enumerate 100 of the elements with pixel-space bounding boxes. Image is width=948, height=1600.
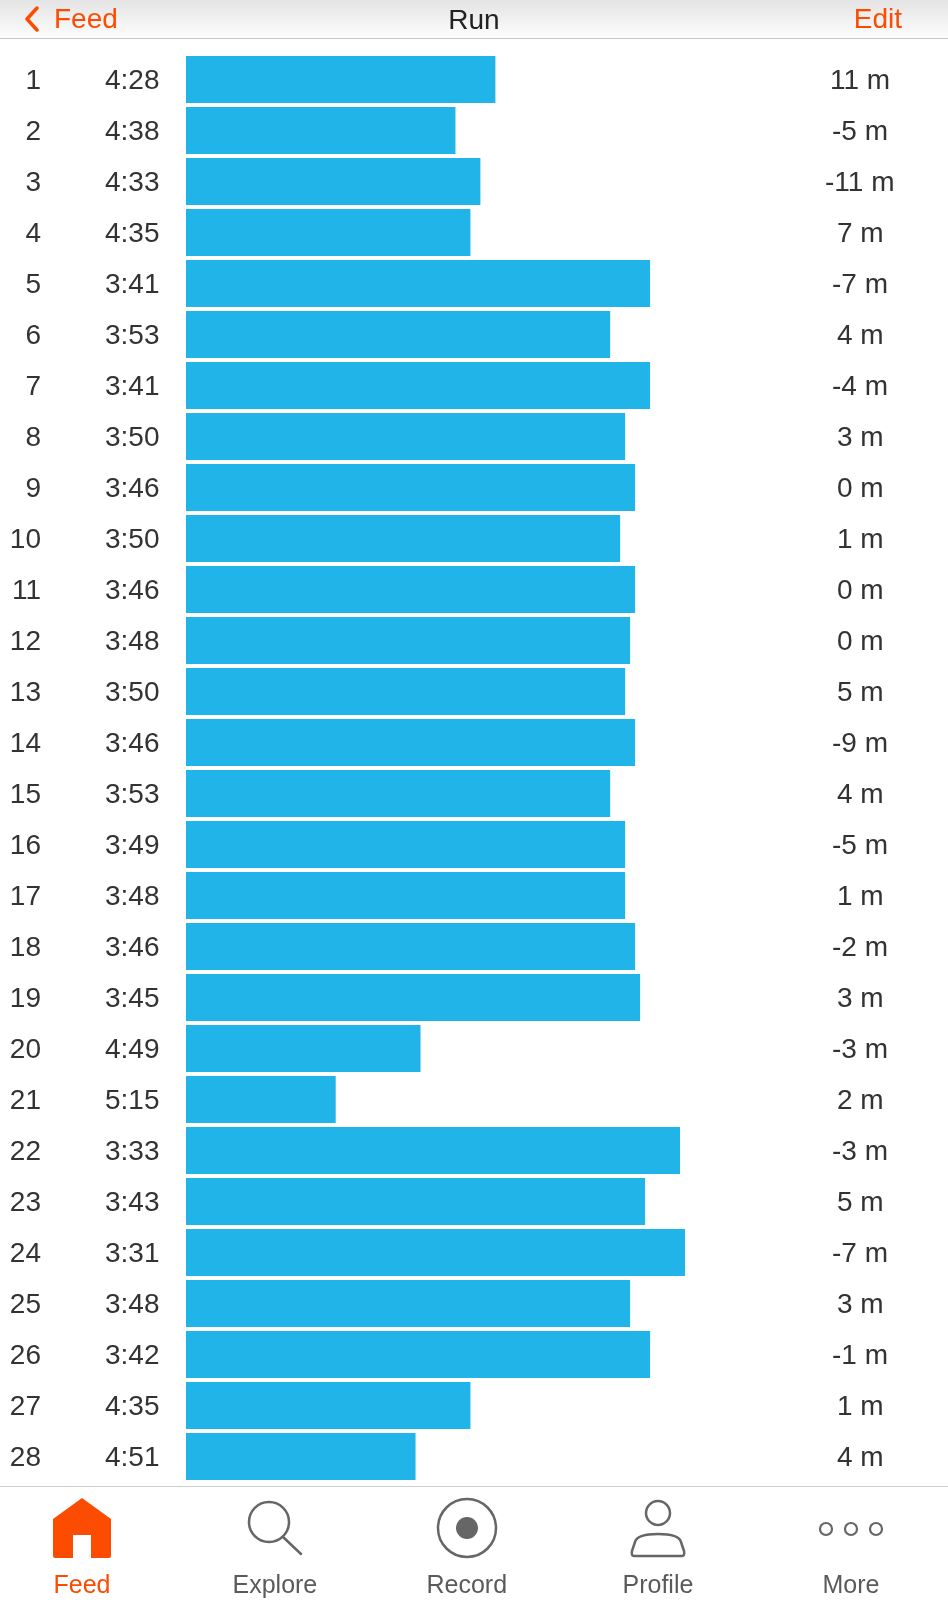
y-tick-label: 23: [9, 1186, 41, 1218]
y2-tick-label: 2 m: [837, 1084, 884, 1115]
bar: [186, 1178, 646, 1225]
y2-tick-label: -4 m: [832, 370, 888, 401]
text: 3:50: [105, 523, 160, 554]
text: 3:53: [105, 319, 160, 350]
bar: [186, 56, 496, 103]
bar: [186, 1025, 421, 1072]
bar: [186, 1229, 685, 1276]
text: 4:38: [105, 115, 160, 146]
y2-tick-label: -5 m: [832, 829, 888, 860]
bar: [186, 719, 636, 766]
bar: [186, 1331, 651, 1378]
bar: [186, 1127, 681, 1174]
y2-tick-label: 4 m: [837, 319, 884, 350]
y2-tick-label: -7 m: [832, 1237, 888, 1268]
text: 3:48: [105, 625, 160, 656]
bar: [186, 770, 611, 817]
text: 3:46: [105, 574, 160, 605]
y-tick-label: 4: [25, 217, 41, 249]
bar: [186, 1382, 471, 1429]
y2-tick-label: -1 m: [832, 1339, 888, 1370]
y2-tick-label: 11 m: [830, 64, 891, 95]
bar: [186, 362, 651, 409]
y-tick-label: 2: [25, 115, 41, 147]
text: Edit: [853, 3, 902, 34]
bar: [186, 872, 626, 919]
y2-tick-label: 1 m: [837, 880, 884, 911]
text: 3:48: [105, 880, 160, 911]
bar: [186, 158, 481, 205]
y-tick-label: 1: [25, 64, 41, 96]
y-tick-label: 12: [9, 625, 41, 657]
text: Record: [426, 1570, 508, 1598]
text: 3:49: [105, 829, 160, 860]
y2-tick-label: 3 m: [837, 421, 884, 452]
text: 3:50: [105, 676, 160, 707]
bar: [186, 107, 456, 154]
text: 3:43: [105, 1186, 160, 1217]
y-tick-label: 18: [9, 931, 41, 963]
bar: [186, 515, 621, 562]
text: 3:46: [105, 472, 160, 503]
text: 4:51: [105, 1441, 160, 1472]
bar: [186, 821, 626, 868]
text: Feed: [53, 1570, 111, 1598]
text: 3:41: [105, 268, 160, 299]
bar: [186, 1433, 416, 1480]
bar: [186, 1280, 631, 1327]
y-tick-label: 6: [25, 319, 41, 351]
y2-tick-label: 1 m: [837, 1390, 884, 1421]
y2-tick-label: 5 m: [837, 676, 884, 707]
y-tick-label: 25: [9, 1288, 41, 1320]
y-tick-label: 17: [9, 880, 41, 912]
bar: [186, 311, 611, 358]
y-tick-label: 3: [25, 166, 41, 198]
bar: [186, 413, 626, 460]
y2-tick-label: -7 m: [832, 268, 888, 299]
text: 4:33: [105, 166, 160, 197]
y-tick-label: 14: [9, 727, 41, 759]
text: 3:41: [105, 370, 160, 401]
y-tick-label: 9: [25, 472, 41, 504]
y2-tick-label: -11 m: [825, 166, 895, 197]
y-tick-label: 28: [9, 1441, 41, 1473]
y-tick-label: 21: [9, 1084, 41, 1116]
y-tick-label: 5: [25, 268, 41, 300]
text: 4:49: [105, 1033, 160, 1064]
y2-tick-label: 3 m: [837, 1288, 884, 1319]
y-tick-label: 22: [9, 1135, 41, 1167]
y-tick-label: 10: [9, 523, 41, 555]
text: 3:50: [105, 421, 160, 452]
y-tick-label: 8: [25, 421, 41, 453]
text: 3:46: [105, 727, 160, 758]
y-tick-label: 24: [9, 1237, 41, 1269]
y2-tick-label: -2 m: [832, 931, 888, 962]
y2-tick-label: 5 m: [837, 1186, 884, 1217]
chart-title: Run: [448, 3, 500, 35]
text: 3:45: [105, 982, 160, 1013]
y-tick-label: 27: [9, 1390, 41, 1422]
text: 3:48: [105, 1288, 160, 1319]
text: Profile: [622, 1570, 694, 1598]
text: 5:15: [105, 1084, 160, 1115]
bar: [186, 464, 636, 511]
text: Feed: [54, 3, 118, 34]
bar: [186, 566, 636, 613]
y-tick-label: 15: [9, 778, 41, 810]
y2-tick-label: 0 m: [837, 625, 884, 656]
text: 3:53: [105, 778, 160, 809]
y-tick-label: 13: [9, 676, 41, 708]
text: More: [822, 1570, 880, 1598]
text: Explore: [232, 1570, 318, 1598]
y-tick-label: 11: [11, 574, 41, 606]
y2-tick-label: 4 m: [837, 1441, 884, 1472]
bar: [186, 617, 631, 664]
bar: [186, 209, 471, 256]
y2-tick-label: -9 m: [832, 727, 888, 758]
bar: [186, 1076, 336, 1123]
y2-tick-label: 3 m: [837, 982, 884, 1013]
y2-tick-label: -5 m: [832, 115, 888, 146]
y-tick-label: 20: [9, 1033, 41, 1065]
text: 3:42: [105, 1339, 160, 1370]
y2-tick-label: -3 m: [832, 1033, 888, 1064]
